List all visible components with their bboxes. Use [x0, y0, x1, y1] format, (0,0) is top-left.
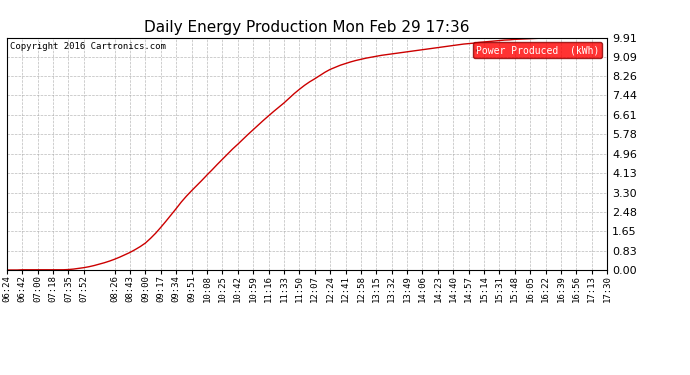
Text: Copyright 2016 Cartronics.com: Copyright 2016 Cartronics.com	[10, 42, 166, 51]
Title: Daily Energy Production Mon Feb 29 17:36: Daily Energy Production Mon Feb 29 17:36	[144, 20, 470, 35]
Legend: Power Produced  (kWh): Power Produced (kWh)	[473, 42, 602, 58]
